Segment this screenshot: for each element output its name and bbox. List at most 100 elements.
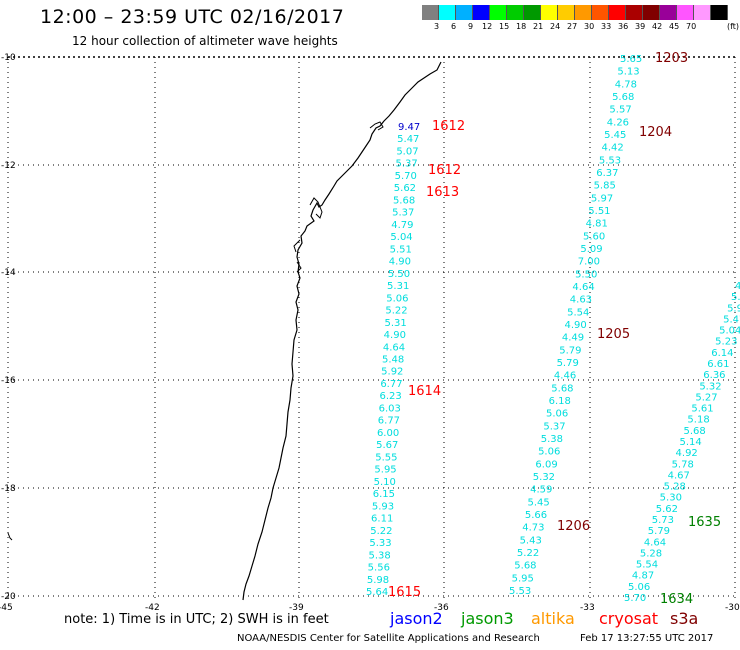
wave-height-value: 6.03 — [379, 403, 401, 414]
wave-height-value: 5.68 — [514, 561, 536, 572]
wave-height-value: 5.38 — [541, 434, 563, 445]
wave-height-value: 4.87 — [632, 571, 654, 582]
wave-height-value: 5.53 — [599, 155, 621, 166]
time-label: 1612 — [432, 119, 465, 134]
wave-height-value: 5.37 — [543, 421, 565, 432]
legend-swatch — [439, 5, 456, 20]
legend-label: 42 — [652, 22, 663, 31]
legend-swatch — [473, 5, 490, 20]
wave-height-value: 4.49 — [562, 333, 584, 344]
wave-height-value: 4.90 — [565, 320, 587, 331]
wave-height-value: 5.70 — [624, 593, 646, 604]
lon-tick-label: -30 — [725, 603, 740, 610]
legend-label: 15 — [499, 22, 510, 31]
wave-height-value: 4.67 — [668, 470, 690, 481]
satellite-cryosat: cryosat — [599, 609, 659, 628]
small-island — [7, 532, 13, 541]
footer-note: note: 1) Time is in UTC; 2) SWH is in fe… — [64, 612, 329, 627]
wave-height-value: 5.55 — [375, 452, 397, 463]
wave-height-value: 5.68 — [683, 426, 705, 437]
legend-label: 9 — [468, 22, 474, 31]
legend-swatch — [575, 5, 592, 20]
wave-height-value: 5.22 — [370, 526, 392, 537]
wave-height-value: 5.79 — [559, 345, 581, 356]
time-label: 1205 — [597, 327, 630, 342]
lat-tick-label: -14 — [1, 268, 16, 278]
legend-label: 30 — [584, 22, 595, 31]
legend-swatch — [490, 5, 507, 20]
legend-label: 21 — [533, 22, 544, 31]
wave-height-value: 5.43 — [520, 535, 542, 546]
time-label: 1615 — [388, 585, 421, 600]
map-grid — [7, 56, 736, 600]
legend-label: 33 — [601, 22, 612, 31]
legend-swatch — [694, 5, 711, 20]
legend-label: 39 — [635, 22, 646, 31]
wave-height-value: 5.56 — [368, 563, 390, 574]
wave-height-value: 5.54 — [636, 560, 658, 571]
wave-height-value: 5.32 — [533, 472, 555, 483]
wave-height-value: 6.09 — [535, 459, 557, 470]
legend-label: 45 — [669, 22, 680, 31]
map-title: 12:00 – 23:59 UTC 02/16/2017 — [40, 6, 345, 28]
wave-height-value: 5.22 — [517, 548, 539, 559]
wave-height-value: 5.22 — [385, 306, 407, 317]
wave-height-value: 5.54 — [567, 307, 589, 318]
wave-height-value: 5.45 — [604, 130, 626, 141]
wave-height-value: 5.10 — [374, 477, 396, 488]
wave-height-value: 5.28 — [640, 548, 662, 559]
wave-height-value: 5.78 — [672, 459, 694, 470]
wave-height-value: 5.5 — [731, 292, 740, 303]
lat-tick-label: -12 — [1, 161, 16, 171]
wave-height-value: 5.06 — [546, 409, 568, 420]
legend-label: 70 — [686, 22, 697, 31]
lon-tick-label: -45 — [0, 603, 13, 610]
wave-height-value: 4.63 — [570, 295, 592, 306]
wave-height-value: 5.70 — [395, 171, 417, 182]
legend-label: 3 — [434, 22, 440, 31]
wave-height-value: 6.77 — [380, 379, 402, 390]
time-label: 1634 — [660, 592, 693, 607]
wave-height-value: 7.00 — [578, 257, 600, 268]
legend-swatch — [592, 5, 609, 20]
legend-swatch — [422, 5, 439, 20]
time-label: 1613 — [426, 185, 459, 200]
wave-height-value: 5.67 — [376, 440, 398, 451]
wave-height-value: 5.37 — [395, 159, 417, 170]
wave-height-value: 5.97 — [591, 193, 613, 204]
wave-height-value: 5.53 — [509, 586, 531, 597]
satellite-jason3: jason3 — [461, 609, 514, 628]
time-label: 1204 — [639, 125, 672, 140]
legend-swatch — [711, 5, 728, 20]
coastline-detail — [293, 121, 384, 273]
wave-height-value: 6.00 — [377, 428, 399, 439]
wave-height-value: 5.13 — [617, 67, 639, 78]
wave-height-value: 5.62 — [656, 504, 678, 515]
legend-swatch — [456, 5, 473, 20]
wave-height-value: 5.98 — [367, 575, 389, 586]
wave-height-value: 5.60 — [583, 231, 605, 242]
legend-swatch — [507, 5, 524, 20]
legend-swatch — [541, 5, 558, 20]
wave-height-value: 5.31 — [387, 281, 409, 292]
wave-height-value: 6.36 — [703, 370, 725, 381]
wave-height-value: 5.68 — [551, 383, 573, 394]
wave-height-map: -10 -12 -14 -16 -18 -20-45 -42 -39 -36 -33 -30 9.47… — [0, 51, 740, 610]
wave-height-value: 4.73 — [522, 523, 544, 534]
wave-height-value: 6.14 — [711, 348, 733, 359]
map-labels: -10 -12 -14 -16 -18 -20-45 -42 -39 -36 -33 -30 9.47… — [0, 51, 740, 610]
wave-height-value: 4.64 — [644, 537, 666, 548]
wave-height-value: 4.78 — [615, 79, 637, 90]
wave-height-value: 5.9 — [727, 303, 740, 314]
wave-height-value: 4.59 — [530, 485, 552, 496]
wave-height-value: 6.61 — [707, 359, 729, 370]
wave-height-value: 5.38 — [369, 550, 391, 561]
wave-height-value: 5.62 — [394, 183, 416, 194]
satellite-altika: altika — [531, 609, 575, 628]
wave-height-value: 5.06 — [386, 293, 408, 304]
wave-height-value: 5.31 — [385, 318, 407, 329]
time-label: 1206 — [557, 519, 590, 534]
wave-height-value: 5.51 — [390, 244, 412, 255]
wave-height-value: 5.28 — [664, 482, 686, 493]
wave-height-value: 4.64 — [383, 342, 405, 353]
